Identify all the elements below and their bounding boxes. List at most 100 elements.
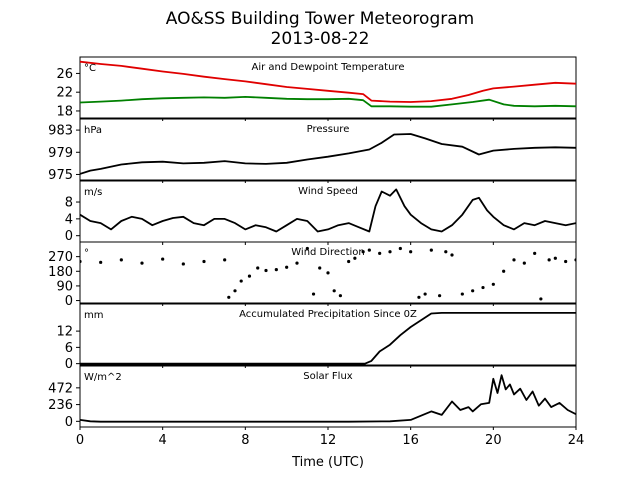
y-tick-label: 8 <box>65 196 73 211</box>
data-point <box>547 258 551 262</box>
data-point <box>564 259 568 264</box>
series-group <box>80 188 576 233</box>
data-point <box>119 258 123 262</box>
x-tick-label: 12 <box>320 433 337 448</box>
data-point <box>460 292 464 296</box>
panel-unit: ° <box>84 248 89 259</box>
data-point <box>522 261 526 265</box>
series-group <box>80 133 576 175</box>
chart-title: AO&SS Building Tower Meteorogram <box>166 9 474 29</box>
panel-1: 975 979 983 hPa Pressure <box>48 118 577 183</box>
data-point <box>80 259 82 264</box>
data-point <box>326 271 330 275</box>
data-point <box>347 259 351 264</box>
data-point <box>318 266 322 270</box>
panel-0: 18 22 26 °C Air and Dewpoint Temperature <box>56 56 577 121</box>
panel-2: 0 48 m/s Wind Speed <box>65 180 577 245</box>
panel-title: Air and Dewpoint Temperature <box>252 62 405 73</box>
y-tick-label: 270 <box>48 250 73 265</box>
data-point <box>161 257 165 261</box>
data-point <box>423 292 427 296</box>
y-tick-label: 0 <box>65 294 73 309</box>
series-line-0 <box>80 374 576 423</box>
y-tick-label: 18 <box>56 104 73 119</box>
panel-unit: m/s <box>84 187 102 198</box>
data-point <box>247 274 252 278</box>
series-line-0 <box>80 60 576 103</box>
data-point <box>574 258 576 262</box>
series-group <box>80 374 576 423</box>
data-point <box>181 262 185 266</box>
data-point <box>491 282 495 286</box>
y-tick-label: 12 <box>56 325 73 340</box>
data-point <box>223 258 227 262</box>
data-point <box>367 248 371 252</box>
data-point <box>438 294 442 298</box>
data-point <box>264 268 268 273</box>
data-point <box>409 250 413 254</box>
y-tick-label: 983 <box>48 124 73 139</box>
data-point <box>533 251 537 255</box>
data-point <box>227 295 231 299</box>
data-point <box>332 289 336 293</box>
data-point <box>99 260 103 264</box>
data-point <box>429 248 433 252</box>
data-point <box>239 279 243 283</box>
panel-5: 0 236 472 W/m^2 Solar Flux <box>48 365 577 430</box>
data-point <box>539 297 543 301</box>
data-point <box>256 266 260 270</box>
data-point <box>398 246 402 251</box>
y-tick-label: 4 <box>65 212 73 227</box>
x-tick-label: 8 <box>241 433 249 448</box>
data-point <box>305 246 309 251</box>
x-tick-label: 16 <box>402 433 419 448</box>
y-tick-label: 0 <box>65 229 73 244</box>
data-point <box>361 250 365 254</box>
data-point <box>285 265 289 269</box>
data-point <box>553 256 557 260</box>
series-group <box>80 312 576 365</box>
series-line-0 <box>80 133 576 175</box>
data-point <box>202 259 206 264</box>
data-point <box>140 261 144 265</box>
data-point <box>417 295 421 299</box>
series-line-1 <box>80 96 576 108</box>
data-point <box>502 269 506 273</box>
y-tick-label: 26 <box>56 67 73 82</box>
data-point <box>311 292 316 296</box>
data-point <box>295 261 299 265</box>
data-point <box>471 289 475 293</box>
panel-unit: mm <box>84 310 103 321</box>
data-point <box>353 256 357 260</box>
x-tick-label: 20 <box>485 433 502 448</box>
data-point <box>388 250 392 254</box>
x-tick-label: 4 <box>159 433 167 448</box>
data-point <box>481 285 485 290</box>
data-point <box>338 294 342 298</box>
data-point <box>450 253 454 257</box>
series-line-0 <box>80 312 576 365</box>
y-tick-label: 472 <box>48 381 73 396</box>
data-point <box>233 289 237 293</box>
panel-title: Wind Speed <box>298 186 358 197</box>
panel-title: Pressure <box>307 124 350 135</box>
y-tick-label: 6 <box>65 341 73 356</box>
y-tick-label: 180 <box>48 265 73 280</box>
panel-unit: W/m^2 <box>84 372 122 383</box>
x-tick-label: 24 <box>568 433 585 448</box>
panel-title: Accumulated Precipitation Since 0Z <box>239 309 417 320</box>
y-tick-label: 979 <box>48 146 73 161</box>
data-point <box>274 268 278 272</box>
y-tick-label: 22 <box>56 86 73 101</box>
data-point <box>378 251 382 255</box>
series-line-0 <box>80 188 576 233</box>
panel-unit: hPa <box>84 125 102 136</box>
panel-title: Solar Flux <box>303 371 353 382</box>
y-tick-label: 236 <box>48 398 73 413</box>
y-tick-label: 975 <box>48 168 73 183</box>
x-axis-label: Time (UTC) <box>291 455 364 470</box>
